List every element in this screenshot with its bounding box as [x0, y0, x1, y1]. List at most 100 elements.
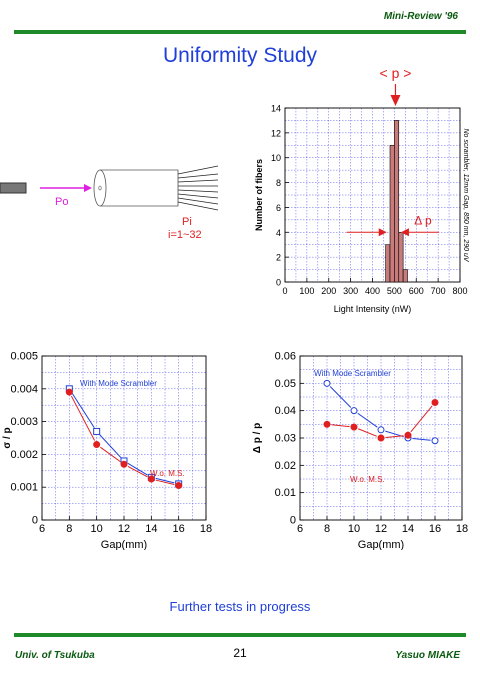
- footer-affiliation: Univ. of Tsukuba: [15, 650, 95, 661]
- page-number: 21: [233, 646, 247, 660]
- y-axis-label: σ / p: [2, 427, 13, 448]
- y-tick-label: 10: [271, 153, 281, 163]
- data-point: [404, 431, 412, 439]
- legend-label: With Mode Scrambler: [314, 369, 391, 378]
- x-tick-label: 6: [39, 523, 45, 535]
- x-axis-label: Gap(mm): [358, 539, 404, 550]
- series-line-with-scrambler: [329, 386, 352, 408]
- series-line-with-scrambler: [357, 412, 378, 428]
- x-axis-label: Light Intensity (nW): [334, 304, 412, 314]
- fiber-bundle-core: [98, 185, 102, 191]
- sigma-gap-chart: 6 8 10 12 14 16 18 0 0.001 0.002 0.003 0.004 0.005 Ga…: [2, 351, 212, 551]
- series-line-without-scrambler: [100, 446, 121, 463]
- y-tick-label: 0.004: [10, 383, 38, 395]
- series-line-without-scrambler: [331, 424, 350, 428]
- data-point: [120, 460, 128, 468]
- series-line-without-scrambler: [127, 465, 148, 478]
- histogram-bar: [398, 231, 404, 283]
- legend-label: With Mode Scrambler: [80, 379, 157, 388]
- fiber-strands: [177, 165, 219, 211]
- series-line-with-scrambler: [412, 437, 431, 441]
- x-tick-label: 200: [321, 286, 336, 296]
- x-tick-label: 16: [173, 523, 185, 535]
- x-tick-label: 14: [145, 523, 157, 535]
- further-tests-note: Further tests in progress: [169, 599, 311, 614]
- y-tick-label: 0.06: [275, 351, 296, 363]
- x-tick-label: 12: [118, 523, 130, 535]
- x-tick-label: 600: [409, 286, 424, 296]
- x-tick-label: 12: [375, 523, 387, 535]
- data-point: [323, 379, 331, 387]
- data-point: [147, 475, 155, 483]
- output-range-label: i=1~32: [168, 229, 202, 240]
- x-tick-label: 10: [91, 523, 103, 535]
- x-tick-label: 500: [387, 286, 402, 296]
- header-tag: Mini-Review '96: [383, 11, 458, 22]
- top-divider: [14, 30, 466, 34]
- data-point: [377, 434, 385, 442]
- delta-gap-chart: 6 8 10 12 14 16 18 0 0.01 0.02 0.03 0.04 0.05 0.06 Gap…: [252, 351, 468, 551]
- input-arrowhead: [84, 184, 92, 192]
- mean-arrowhead: [390, 95, 401, 106]
- width-label: Δ p: [414, 213, 432, 227]
- y-tick-label: 12: [271, 128, 281, 138]
- x-tick-label: 100: [299, 286, 314, 296]
- series-line-with-scrambler: [155, 477, 175, 484]
- series-line-without-scrambler: [385, 435, 404, 439]
- histogram-bar: [394, 120, 400, 283]
- y-tick-label: 0.005: [10, 351, 38, 363]
- x-tick-label: 6: [297, 523, 303, 535]
- x-tick-label: 10: [348, 523, 360, 535]
- y-tick-label: 0: [276, 278, 281, 288]
- histogram-chart: 0 100 200 300 400 500 600 700 800 0 2 4 6 8 10 12 14 Ligh…: [254, 65, 469, 314]
- y-tick-label: 0.002: [10, 449, 38, 461]
- x-tick-label: 14: [402, 523, 414, 535]
- x-tick-label: 800: [452, 286, 467, 296]
- y-axis-label: Δ p / p: [252, 423, 263, 454]
- y-tick-label: 8: [276, 178, 281, 188]
- legend-label: W.o. M.S.: [350, 475, 385, 484]
- histogram-bar: [389, 144, 395, 283]
- y-tick-label: 2: [276, 253, 281, 263]
- x-tick-label: 16: [429, 523, 441, 535]
- data-point: [431, 437, 439, 445]
- histogram-bar: [402, 269, 408, 283]
- data-point: [323, 420, 331, 428]
- data-point: [431, 398, 439, 406]
- fiber-bundle-face: [93, 169, 107, 207]
- data-point: [350, 407, 358, 415]
- input-label: Po: [55, 196, 68, 208]
- y-tick-label: 4: [276, 228, 281, 238]
- series-line-without-scrambler: [357, 428, 378, 437]
- output-label: Pi: [182, 216, 192, 228]
- width-arrowhead-left: [378, 228, 387, 237]
- y-tick-label: 0.02: [275, 460, 296, 472]
- mean-label: < p >: [380, 65, 412, 81]
- y-tick-label: 0.03: [275, 433, 296, 445]
- y-tick-label: 0.003: [10, 416, 38, 428]
- data-point: [377, 426, 385, 434]
- y-tick-label: 0.001: [10, 482, 38, 494]
- x-tick-label: 700: [431, 286, 446, 296]
- data-point: [65, 388, 73, 396]
- x-axis-label: Gap(mm): [101, 539, 147, 550]
- footer-author: Yasuo MIAKE: [395, 650, 460, 661]
- legend-label: W.o. M.S.: [150, 469, 185, 478]
- width-arrowhead-right: [400, 228, 409, 237]
- data-point: [93, 427, 101, 435]
- light-source: [0, 182, 27, 194]
- x-tick-label: 18: [200, 523, 212, 535]
- x-tick-label: 0: [282, 286, 287, 296]
- fiber-bundle-body: [100, 169, 179, 207]
- x-tick-label: 8: [324, 523, 330, 535]
- data-point: [93, 441, 101, 449]
- y-axis-label: Number of fibers: [254, 159, 264, 231]
- series-line-without-scrambler: [155, 479, 175, 485]
- histogram-bar: [385, 244, 391, 283]
- fiber-diagram: Po Pi i=1~32: [0, 165, 219, 240]
- series-line-with-scrambler: [127, 462, 148, 476]
- series-line-without-scrambler: [410, 405, 433, 433]
- series-line-without-scrambler: [70, 395, 96, 441]
- x-tick-label: 8: [66, 523, 72, 535]
- page-title: Uniformity Study: [162, 44, 318, 67]
